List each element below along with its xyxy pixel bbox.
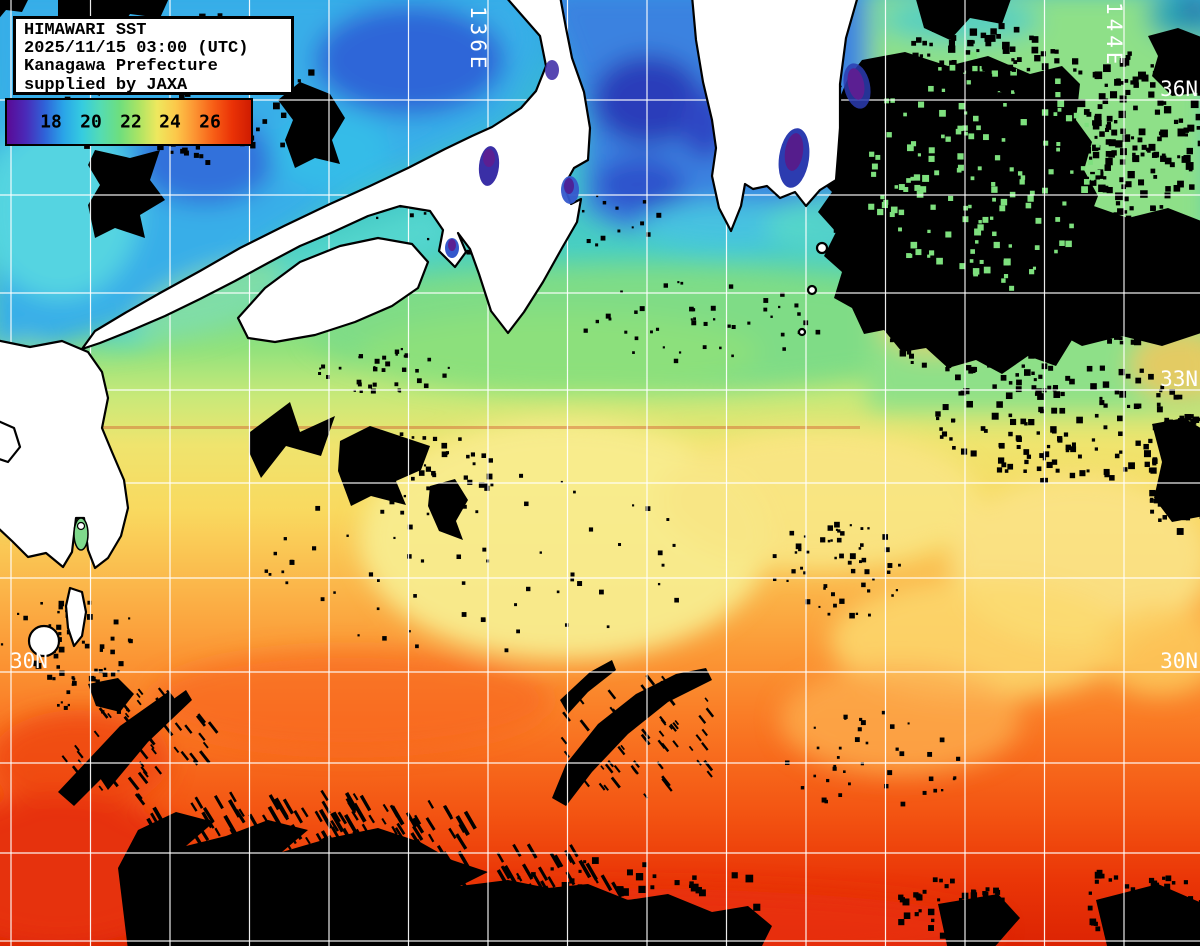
colorbar-tick-18: 18 — [40, 111, 62, 133]
lat-label-30n-left: 30N — [10, 649, 48, 673]
land-kanto — [691, 0, 859, 233]
data-credit: supplied by JAXA — [24, 75, 188, 95]
colorbar-gradient — [7, 100, 251, 144]
scan-artifact-line — [0, 426, 860, 429]
lat-label-33n: 33N — [1160, 367, 1198, 391]
product-title: HIMAWARI SST — [24, 21, 147, 40]
island-amakusa — [0, 420, 22, 464]
island-tanegashima — [64, 586, 88, 648]
temperature-colorbar: 18 20 22 24 26 — [5, 98, 253, 146]
bays-and-lakes — [73, 60, 871, 551]
graticule-labels: 136E 144E 36N 33N 30N 30N — [10, 2, 1198, 673]
colorbar-tick-20: 20 — [80, 111, 102, 133]
colorbar-tick-24: 24 — [159, 111, 181, 133]
title-box: HIMAWARI SST 2025/11/15 03:00 (UTC) Kana… — [13, 16, 294, 95]
lon-label-144e: 144E — [1102, 2, 1126, 69]
timestamp: 2025/11/15 03:00 (UTC) — [24, 39, 249, 59]
region-name: Kanagawa Prefecture — [24, 57, 218, 77]
bay-wakasa — [545, 60, 559, 80]
lat-label-30n-right: 30N — [1160, 649, 1198, 673]
island-izu-2 — [806, 284, 818, 296]
land-kyushu — [0, 339, 130, 570]
colorbar-tick-22: 22 — [120, 111, 142, 133]
colorbar-tick-26: 26 — [199, 111, 221, 133]
lat-label-36n: 36N — [1160, 77, 1198, 101]
island-izu-3 — [797, 327, 807, 337]
lon-label-136e: 136E — [466, 6, 490, 73]
island-yakushima — [27, 624, 61, 658]
island-izu-1 — [815, 241, 829, 255]
land-shikoku — [236, 236, 430, 344]
